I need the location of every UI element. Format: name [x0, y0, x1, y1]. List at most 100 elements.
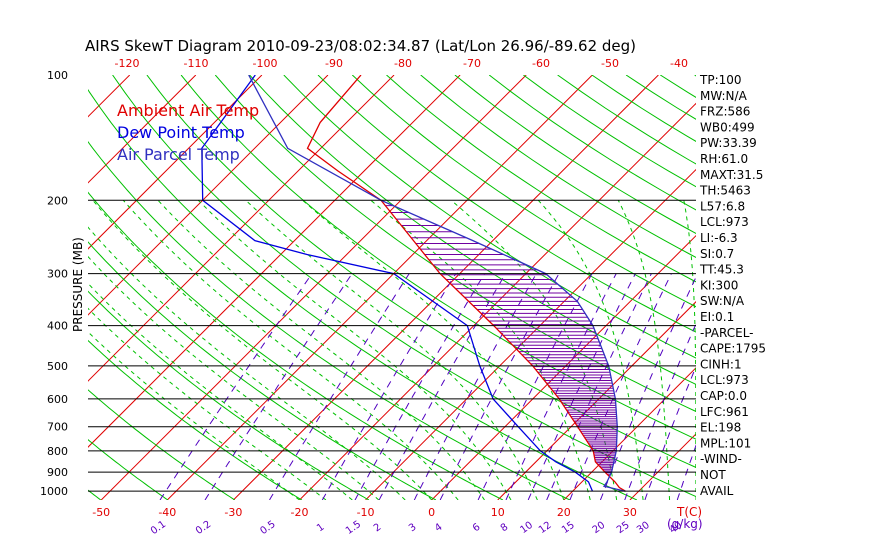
moist-adiabat-line: [245, 199, 538, 500]
dry-adiabat-line: [488, 75, 696, 211]
isotherm-line: [233, 75, 659, 500]
dry-adiabat-line: [88, 141, 571, 500]
stability-index: PW:33.39: [700, 136, 757, 150]
pressure-tick-label: 100: [47, 69, 68, 82]
stability-index: CINH:1: [700, 357, 742, 371]
mixing-ratio-tick-label: 10: [518, 520, 535, 536]
dry-adiabat-lines: [88, 75, 696, 500]
mixing-ratio-tick-label: 1.5: [344, 519, 363, 537]
isotherm-line: [299, 102, 696, 500]
stability-index: -PARCEL-: [700, 326, 754, 340]
pressure-tick-label: 300: [47, 268, 68, 281]
mixing-ratio-tick-label: 15: [560, 520, 577, 536]
isotherm-line: [431, 234, 696, 500]
legend-dewpoint: Dew Point Temp: [117, 123, 245, 142]
moist-adiabat-line: [88, 331, 300, 500]
bottom-temperature-tick-labels: -50 -40 -30 -20 -10 0 10 20 30: [92, 506, 637, 519]
isotherm-line: [88, 75, 461, 448]
stability-index: EL:198: [700, 421, 741, 435]
moist-adiabat-line: [88, 307, 327, 500]
pressure-tick-label: 900: [47, 466, 68, 479]
moist-adiabat-line: [302, 199, 565, 500]
stability-index: MAXT:31.5: [700, 168, 763, 182]
mixing-ratio-tick-label: 12: [537, 520, 554, 536]
mixing-ratio-tick-label: 2: [372, 522, 384, 535]
mixing-ratio-tick-label: 0.1: [149, 519, 168, 537]
mixing-ratio-line: [439, 273, 560, 500]
legend-parcel: Air Parcel Temp: [117, 145, 240, 164]
dry-adiabat-line: [351, 75, 696, 308]
dry-adiabat-line: [88, 88, 638, 500]
cape-hatching: [385, 205, 618, 477]
isobar-lines: [88, 199, 696, 492]
mixing-ratio-lines: [159, 273, 696, 500]
bottom-temperature-tick-label: -20: [290, 506, 308, 519]
stability-index: -WIND-: [700, 452, 742, 466]
isotherm-line: [88, 75, 197, 184]
top-temperature-tick-label: -90: [325, 57, 343, 70]
isotherm-line: [166, 75, 593, 500]
moist-adiabat-line: [197, 199, 512, 500]
stability-index: LFC:961: [700, 405, 749, 419]
pressure-tick-label: 600: [47, 393, 68, 406]
mixing-ratio-tick-label: 25: [615, 520, 632, 536]
mixing-ratio-line: [354, 273, 485, 500]
bottom-temperature-tick-label: 30: [623, 506, 637, 519]
top-temperature-tick-labels: -120 -110 -100 -90 -80 -70 -60 -50 -40: [115, 57, 688, 70]
dry-adiabat-line: [88, 389, 236, 500]
ambient-temp-line: [306, 75, 626, 492]
stability-index: EI:0.1: [700, 310, 734, 324]
mixing-ratio-tick-label: 8: [499, 522, 511, 535]
stability-index: L57:6.8: [700, 199, 745, 213]
mixing-ratio-tick-label: 3: [407, 522, 419, 535]
stability-index: LCL:973: [700, 215, 749, 229]
dry-adiabat-line: [112, 75, 696, 498]
mixing-ratio-line: [477, 273, 593, 500]
mixing-ratio-line: [321, 273, 457, 500]
legend-ambient: Ambient Air Temp: [117, 101, 259, 120]
mixing-ratio-tick-label: 4: [433, 522, 445, 535]
mixing-ratio-line: [378, 273, 507, 500]
mixing-ratio-line: [204, 273, 353, 500]
isotherm-line: [497, 301, 696, 500]
mixing-ratio-tick-label: 0.2: [194, 519, 213, 537]
dry-adiabat-line: [317, 75, 696, 333]
isotherm-line: [100, 75, 527, 500]
stability-index: CAPE:1795: [700, 342, 766, 356]
stability-index: CAP:0.0: [700, 389, 747, 403]
moist-adiabat-line: [617, 200, 671, 500]
isotherm-line: [88, 75, 131, 118]
stability-index: LCL:973: [700, 373, 749, 387]
stability-index: FRZ:586: [700, 105, 750, 119]
pressure-tick-label: 400: [47, 320, 68, 333]
dry-adiabat-line: [454, 75, 696, 235]
dry-adiabat-line: [88, 489, 102, 500]
dry-adiabat-line: [214, 75, 696, 413]
isotherm-line: [88, 75, 263, 250]
bottom-temperature-tick-label: -50: [92, 506, 110, 519]
stability-index: LI:-6.3: [700, 231, 738, 245]
bottom-temperature-tick-label: -40: [158, 506, 176, 519]
stability-index: AVAIL: [700, 484, 734, 498]
mixing-ratio-tick-label: 1: [315, 522, 327, 535]
dry-adiabat-line: [420, 75, 696, 258]
top-temperature-tick-label: -80: [394, 57, 412, 70]
dry-adiabat-line: [88, 241, 437, 500]
stability-index: RH:61.0: [700, 152, 748, 166]
top-temperature-tick-label: -70: [463, 57, 481, 70]
isotherm-line: [365, 168, 696, 500]
bottom-temperature-tick-label: 10: [491, 506, 505, 519]
moist-adiabat-line: [122, 199, 459, 500]
top-temperature-tick-label: -50: [601, 57, 619, 70]
mixing-ratio-line: [413, 273, 537, 500]
stability-index: TH:5463: [699, 184, 751, 198]
moist-adiabat-line: [157, 199, 485, 500]
moist-adiabat-line: [683, 200, 696, 500]
isotherm-line: [88, 75, 395, 382]
dry-adiabat-line: [88, 290, 370, 500]
x-axis-unit-label: T(C): [676, 505, 702, 519]
y-axis-label: PRESSURE (MB): [71, 237, 85, 332]
top-temperature-tick-label: -40: [670, 57, 688, 70]
top-temperature-tick-label: -60: [532, 57, 550, 70]
